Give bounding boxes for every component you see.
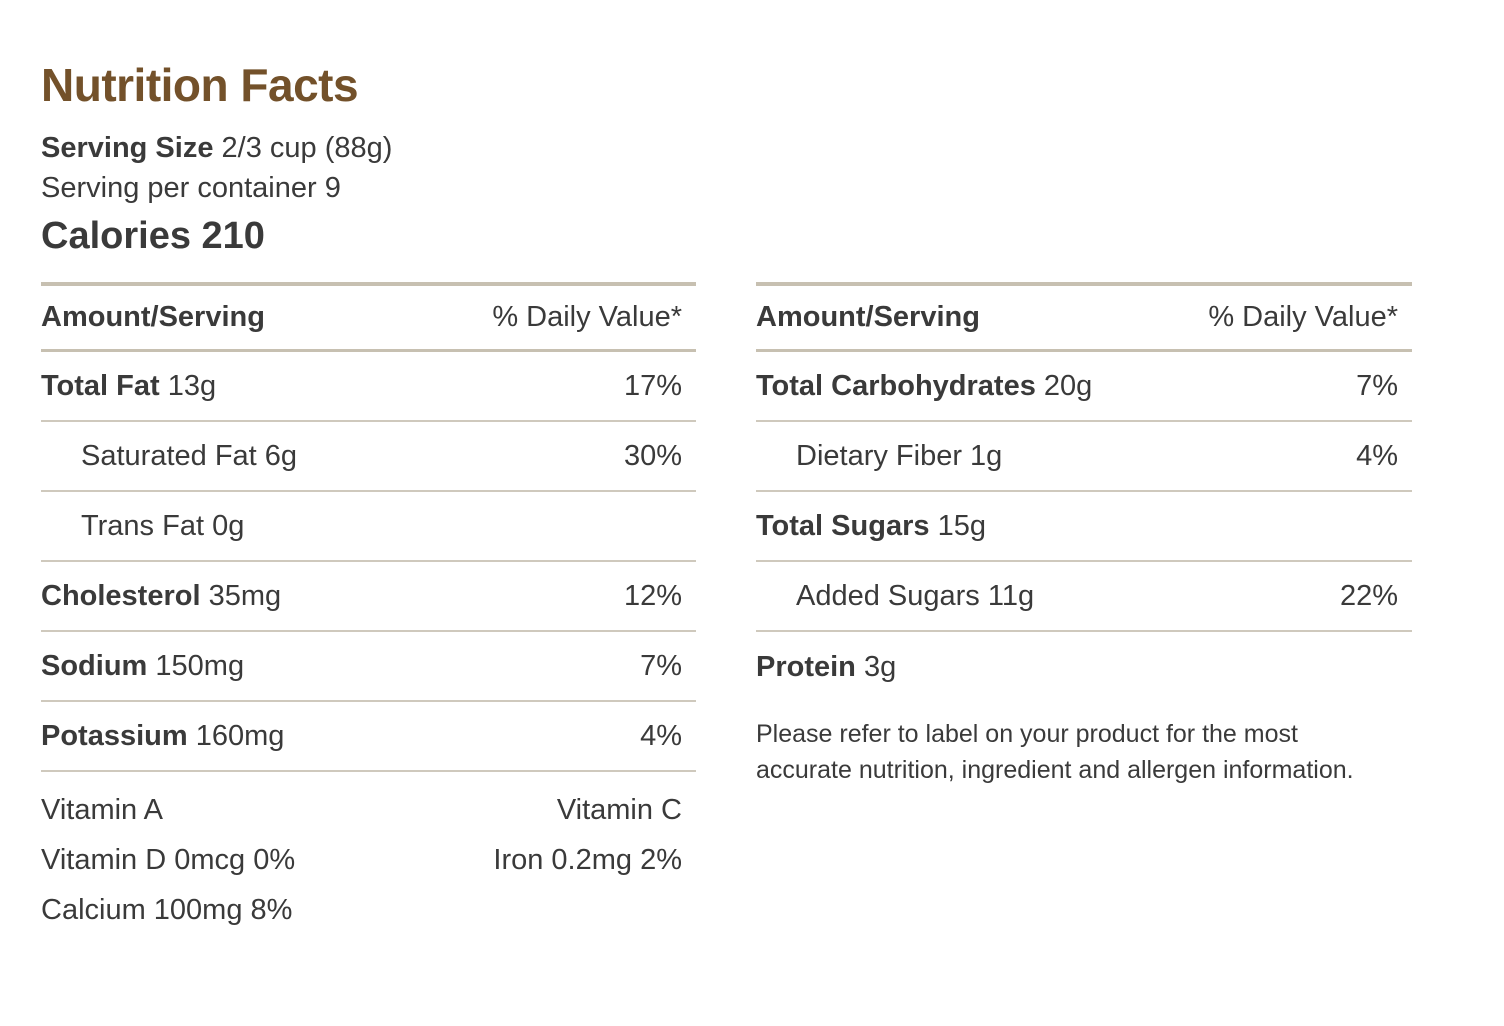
page-title: Nutrition Facts: [41, 59, 359, 111]
daily-value-header: % Daily Value*: [1208, 301, 1398, 333]
nutrient-amount: 13g: [167, 369, 217, 402]
vitamins-section: Vitamin A Vitamin C Vitamin D 0mcg 0% Ir…: [41, 785, 682, 935]
nutrient-row-added-sugars: Added Sugars 11g 22%: [756, 562, 1412, 632]
nutrient-row-dietary-fiber: Dietary Fiber 1g 4%: [756, 422, 1412, 492]
nutrient-amount: 3g: [863, 650, 897, 683]
nutrient-row-potassium: Potassium 160mg 4%: [41, 702, 696, 772]
nutrient-name: Potassium: [41, 719, 188, 752]
amount-serving-header: Amount/Serving: [756, 301, 980, 333]
nutrient-dv: 7%: [640, 649, 682, 682]
nutrient-dv: 7%: [1356, 369, 1398, 402]
nutrient-amount: 20g: [1043, 369, 1093, 402]
nutrient-name: Total Fat: [41, 369, 160, 402]
nutrient-row-saturated-fat: Saturated Fat 6g 30%: [41, 422, 696, 492]
calories: Calories 210: [41, 215, 265, 257]
calcium: Calcium 100mg 8%: [41, 894, 293, 926]
nutrient-dv: 4%: [640, 719, 682, 752]
table-header: Amount/Serving % Daily Value*: [756, 282, 1412, 352]
nutrition-table-left: Amount/Serving % Daily Value* Total Fat …: [41, 282, 696, 772]
serving-size-label: Serving Size: [41, 132, 214, 164]
disclaimer-text: Please refer to label on your product fo…: [756, 720, 1354, 784]
nutrient-name: Cholesterol: [41, 579, 201, 612]
nutrient-name: Total Sugars: [756, 509, 930, 542]
nutrient-amount: 160mg: [195, 719, 285, 752]
nutrient-row-sodium: Sodium 150mg 7%: [41, 632, 696, 702]
nutrient-dv: 12%: [623, 579, 682, 612]
nutrient-dv: 17%: [623, 369, 682, 402]
vitamin-d: Vitamin D 0mcg 0%: [41, 844, 296, 876]
servings-per-container: Serving per container 9: [41, 172, 341, 204]
nutrient-amount: 150mg: [155, 649, 245, 682]
nutrient-amount: 15g: [937, 509, 986, 542]
iron: Iron 0.2mg 2%: [493, 844, 682, 876]
nutrient-row-cholesterol: Cholesterol 35mg 12%: [41, 562, 696, 632]
nutrient-amount: 35mg: [208, 579, 282, 612]
nutrient-row-protein: Protein 3g: [756, 632, 1412, 702]
nutrient-name: Added Sugars 11g: [796, 579, 1035, 612]
nutrient-name: Dietary Fiber 1g: [796, 439, 1003, 472]
vitamin-c: Vitamin C: [556, 794, 682, 826]
nutrient-row-trans-fat: Trans Fat 0g: [41, 492, 696, 562]
nutrient-dv: 22%: [1339, 579, 1398, 612]
serving-size-value: 2/3 cup (88g): [221, 132, 393, 164]
table-header: Amount/Serving % Daily Value*: [41, 282, 696, 352]
vitamin-a: Vitamin A: [41, 794, 163, 826]
nutrient-row-total-carbohydrates: Total Carbohydrates 20g 7%: [756, 352, 1412, 422]
nutrient-dv: 4%: [1356, 439, 1398, 472]
nutrient-name: Saturated Fat 6g: [81, 439, 298, 472]
nutrient-name: Trans Fat 0g: [81, 509, 245, 542]
nutrient-dv: 30%: [623, 439, 682, 472]
nutrient-row-total-fat: Total Fat 13g 17%: [41, 352, 696, 422]
nutrient-row-total-sugars: Total Sugars 15g: [756, 492, 1412, 562]
serving-size: Serving Size 2/3 cup (88g): [41, 130, 392, 166]
amount-serving-header: Amount/Serving: [41, 301, 265, 333]
nutrition-table-right: Amount/Serving % Daily Value* Total Carb…: [756, 282, 1412, 702]
nutrient-name: Total Carbohydrates: [756, 369, 1036, 402]
nutrient-name: Protein: [756, 650, 856, 683]
nutrient-name: Sodium: [41, 649, 148, 682]
daily-value-header: % Daily Value*: [492, 301, 682, 333]
